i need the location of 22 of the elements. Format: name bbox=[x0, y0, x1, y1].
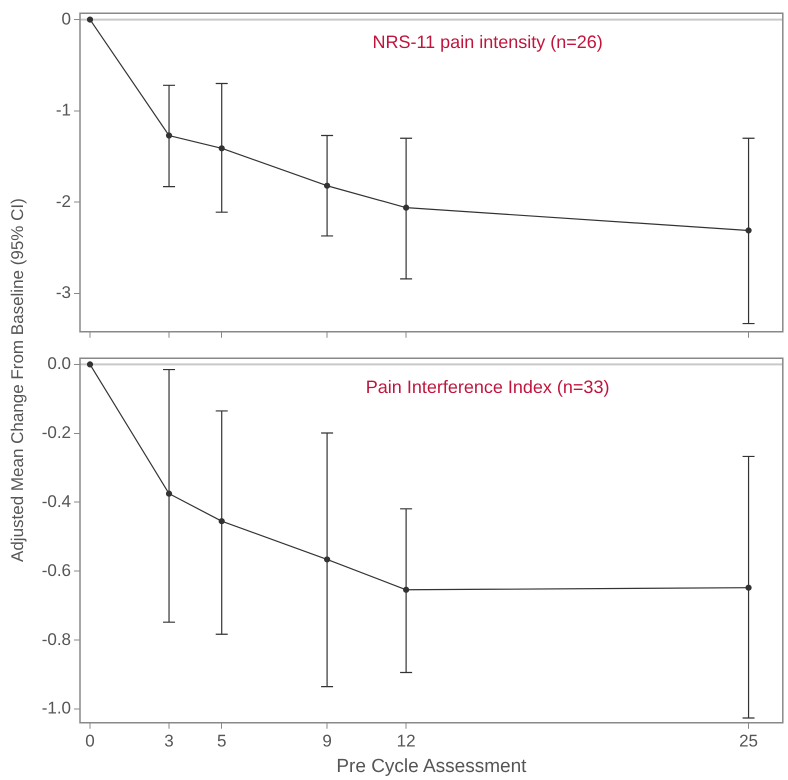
point bbox=[86, 361, 94, 368]
y-tick-label: -0.2 bbox=[42, 423, 71, 442]
y-tick-label: -2 bbox=[56, 192, 71, 211]
y-axis-title: Adjusted Mean Change From Baseline (95% CI) bbox=[8, 197, 28, 564]
x-axis-title: Pre Cycle Assessment bbox=[336, 756, 528, 777]
y-tick-label: 0.0 bbox=[47, 354, 71, 374]
x-tick-label: 5 bbox=[216, 732, 226, 751]
x-tick-label: 12 bbox=[396, 732, 416, 751]
point bbox=[86, 16, 94, 23]
x-tick-label: 25 bbox=[739, 732, 758, 751]
x-tick-label: 3 bbox=[164, 732, 174, 751]
y-tick-label: -3 bbox=[56, 283, 71, 302]
x-tick-label: 9 bbox=[322, 732, 332, 751]
text: Pain Interference Index (n=33) bbox=[366, 377, 610, 398]
y-tick-label: -1 bbox=[56, 100, 71, 120]
y-tick-label: 0 bbox=[62, 9, 71, 28]
y-tick-label: -0.4 bbox=[42, 492, 71, 511]
y-tick-label: -1.0 bbox=[42, 698, 71, 718]
x-tick-label: 0 bbox=[85, 732, 95, 751]
y-tick-label: -0.8 bbox=[42, 630, 71, 649]
y-tick-label: -0.6 bbox=[42, 560, 71, 580]
text: NRS-11 pain intensity (n=26) bbox=[372, 32, 603, 52]
